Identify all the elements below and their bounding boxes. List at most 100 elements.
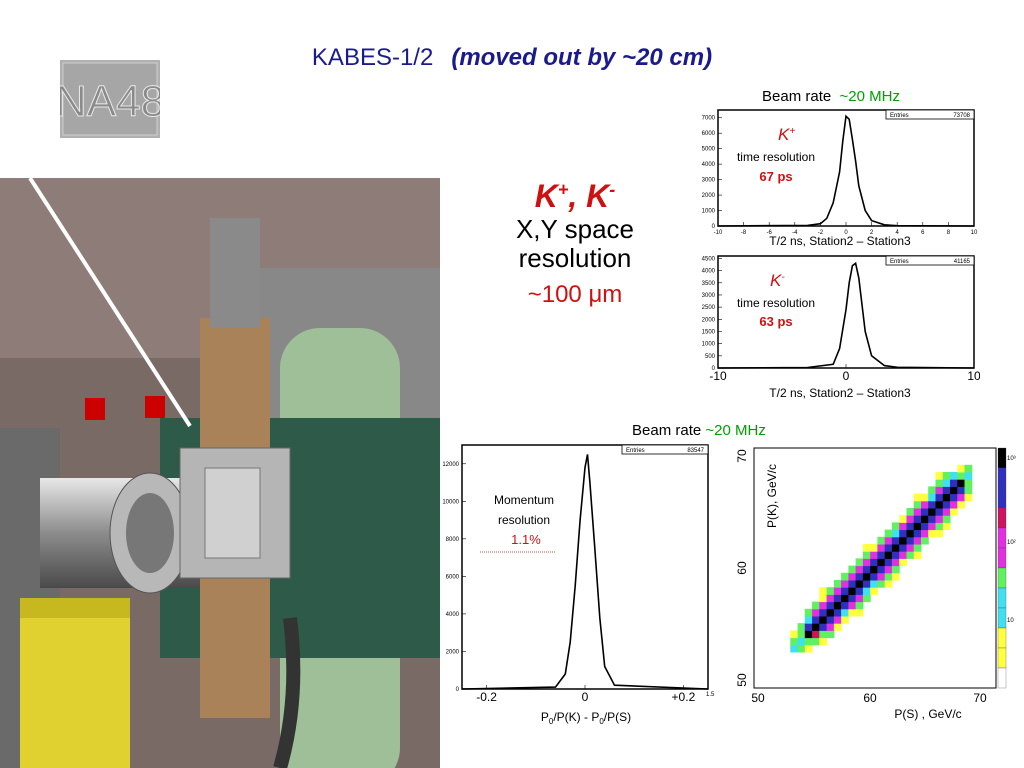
- heatmap-cell: [957, 472, 966, 480]
- color-scale-segment: [997, 547, 1007, 569]
- heatmap-cell: [913, 522, 922, 531]
- heatmap-cell: [819, 587, 828, 595]
- heatmap-cell: [848, 594, 857, 603]
- heatmap-cell: [848, 565, 857, 574]
- color-scale-segment: [997, 467, 1007, 489]
- heatmap-cell: [826, 608, 835, 617]
- color-scale-segment: [997, 527, 1007, 549]
- y-tick-50: 50: [735, 673, 749, 687]
- y-tick-60: 60: [735, 561, 749, 575]
- color-scale-segment: [997, 667, 1007, 689]
- particle-label: K-: [770, 271, 785, 290]
- space-line1: X,Y space: [515, 214, 635, 244]
- entries-label: Entries: [890, 113, 909, 119]
- heatmap-cell: [913, 508, 922, 516]
- heatmap-cell: [899, 551, 907, 559]
- color-scale-segment: [997, 487, 1007, 509]
- y-tick-label: 1000: [702, 209, 716, 215]
- heatmap-cell: [935, 529, 944, 538]
- heatmap-cell: [819, 616, 828, 624]
- heatmap-cell: [913, 551, 922, 559]
- space-resolution-text: K+, K- X,Y space resolution ~100 μm: [500, 178, 650, 309]
- heatmap-cell: [928, 515, 936, 523]
- heatmap-cell: [870, 558, 878, 567]
- heatmap-cell: [913, 500, 922, 509]
- heatmap-cell: [964, 493, 973, 502]
- heatmap-cell: [833, 594, 842, 603]
- heatmap-cell: [942, 493, 951, 502]
- heatmap-cell: [826, 630, 835, 639]
- heatmap-cell: [928, 486, 936, 495]
- y-tick-label: 0: [456, 687, 460, 693]
- x-tick-label: 0: [843, 369, 850, 383]
- heatmap-cell: [942, 522, 951, 531]
- heatmap-cell: [804, 637, 813, 646]
- heatmap-cell: [870, 587, 878, 595]
- x-tick-label: -10: [714, 230, 723, 236]
- heatmap-cell: [862, 587, 871, 595]
- momentum-correlation-heatmap: 10³ 10² 10 P(K), GeV/c 70 60 50 50 60 70…: [735, 447, 1016, 721]
- k-minus-time-histogram: Entries 41165 4500 4000 3500 3000 2500 2000 15…: [702, 255, 980, 400]
- heatmap-cell: [921, 536, 929, 545]
- heatmap-cell: [884, 558, 893, 567]
- beam-rate-top: Beam rate ~20 MHz: [762, 88, 900, 105]
- heatmap-cell: [855, 565, 864, 574]
- x-tick-label: 10: [967, 369, 980, 383]
- heatmap-cell: [957, 479, 966, 487]
- heatmap-cell: [812, 608, 820, 617]
- color-scale-segment: [997, 627, 1007, 649]
- scale-label-2: 10²: [1007, 540, 1016, 546]
- x-tick-60: 60: [863, 691, 877, 705]
- heatmap-cell: [935, 486, 944, 495]
- heatmap-cell: [913, 529, 922, 538]
- y-tick-label: 12000: [442, 462, 459, 468]
- heatmap-cell: [848, 572, 857, 581]
- heatmap-cell: [950, 479, 958, 487]
- heatmap-cell: [797, 630, 806, 639]
- heatmap-cell: [942, 479, 951, 487]
- heatmap-cell: [841, 572, 849, 581]
- heatmap-cell: [855, 608, 864, 617]
- heatmap-cell: [841, 580, 849, 588]
- heatmap-cell: [819, 623, 828, 631]
- heatmap-cell: [870, 580, 878, 588]
- heatmap-cell: [804, 644, 813, 653]
- heatmap-cell: [848, 587, 857, 595]
- heatmap-cell: [891, 522, 900, 531]
- x-tick-label: +0.2: [672, 690, 696, 704]
- heatmap-cell: [950, 486, 958, 495]
- heatmap-cell: [928, 508, 936, 516]
- heatmap-cell: [870, 544, 878, 552]
- heatmap-cell: [812, 630, 820, 639]
- y-tick-label: 2000: [446, 649, 460, 655]
- x-tick-label: 8: [947, 230, 951, 236]
- y-tick-label: 3000: [702, 178, 716, 184]
- scale-label-3: 10: [1007, 618, 1014, 624]
- x-tick-label: -0.2: [476, 690, 497, 704]
- x-axis-label: P0/P(K) - P0/P(S): [541, 710, 631, 726]
- y-tick-label: 6000: [702, 131, 716, 137]
- color-scale-segment: [997, 587, 1007, 609]
- heatmap-cell: [884, 544, 893, 552]
- heatmap-cell: [884, 529, 893, 538]
- heatmap-cell: [891, 544, 900, 552]
- x-tick-extra: 1.5: [706, 692, 715, 698]
- resolution-desc: time resolution: [737, 150, 815, 164]
- k-plus-time-histogram: Entries 73708 7000 6000 5000 4000 3000 2000 10…: [702, 109, 978, 248]
- heatmap-cell: [870, 565, 878, 574]
- heatmap-cell: [819, 630, 828, 639]
- heatmap-cell: [899, 515, 907, 523]
- heatmap-cell: [855, 587, 864, 595]
- y-tick-label: 8000: [446, 537, 460, 543]
- color-scale-segment: [997, 607, 1007, 629]
- heatmap-cell: [819, 637, 828, 646]
- heatmap-cell: [884, 580, 893, 588]
- heatmap-cell: [891, 536, 900, 545]
- heatmap-cell: [957, 486, 966, 495]
- heatmap-cell: [826, 616, 835, 624]
- heatmap-cell: [942, 486, 951, 495]
- histogram-line: [717, 114, 975, 227]
- histogram-line: [717, 261, 975, 369]
- heatmap-cell: [921, 508, 929, 516]
- particle-label: K+: [778, 125, 795, 144]
